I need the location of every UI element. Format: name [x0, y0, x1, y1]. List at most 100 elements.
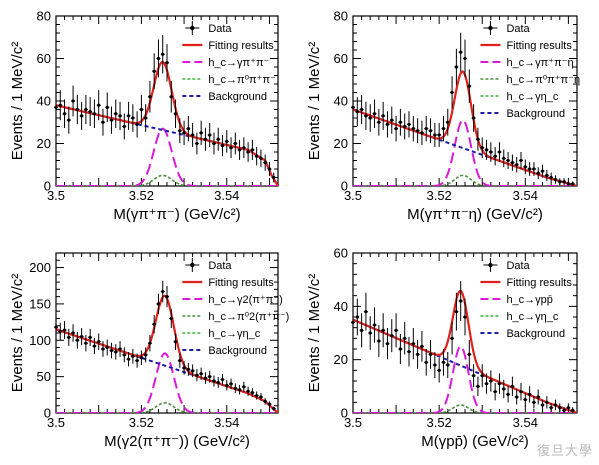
data-point [450, 76, 455, 109]
data-point [471, 104, 476, 132]
marker [199, 372, 203, 376]
marker [58, 329, 62, 334]
marker [407, 122, 411, 126]
data-point [467, 69, 472, 103]
marker [489, 379, 493, 383]
marker [532, 400, 536, 404]
y-tick-label: 20 [334, 136, 348, 151]
data-point [152, 53, 157, 90]
marker [152, 322, 156, 326]
marker [355, 315, 359, 319]
data-point [165, 286, 169, 308]
marker [80, 335, 84, 339]
data-point [497, 142, 502, 162]
marker [212, 141, 216, 146]
data-point [258, 149, 263, 168]
marker [246, 150, 250, 154]
data-point [109, 106, 114, 134]
marker [450, 336, 454, 340]
x-tick-label: 3.5 [47, 188, 65, 203]
data-point [368, 104, 373, 132]
data-point [258, 393, 263, 401]
y-tick-label: 100 [29, 333, 51, 348]
data-point [113, 344, 118, 360]
data-point [549, 403, 554, 413]
marker [420, 131, 424, 135]
data-point [224, 130, 229, 153]
y-tick-label: 40 [37, 94, 51, 109]
data-point [445, 108, 450, 136]
data-point [411, 115, 416, 142]
x-tick-label: 3.52 [426, 188, 451, 203]
y-tick-label: 0 [341, 179, 348, 194]
data-point [510, 376, 515, 397]
marker [364, 310, 368, 314]
x-tick-label: 3.52 [129, 415, 154, 430]
marker [67, 335, 71, 339]
marker [199, 131, 203, 135]
y-tick-label: 60 [334, 51, 348, 66]
marker [242, 146, 246, 150]
legend-marker [190, 25, 195, 31]
data-point [463, 39, 467, 78]
data-point [220, 134, 225, 157]
data-point [437, 358, 442, 383]
marker [497, 382, 502, 386]
data-point [113, 99, 118, 128]
marker [437, 133, 441, 137]
marker [118, 347, 122, 351]
marker [493, 390, 497, 394]
data-point [514, 389, 519, 405]
marker [416, 352, 420, 356]
data-point [536, 389, 541, 405]
data-series [351, 281, 575, 413]
y-tick-label: 50 [37, 369, 51, 384]
x-axis-label: M(γπ⁺π⁻) (GeV/c²) [113, 206, 240, 223]
marker [54, 105, 58, 109]
marker [385, 342, 390, 346]
data-point [432, 351, 437, 379]
marker [109, 118, 114, 122]
data-point [135, 111, 140, 138]
legend-item: Background [480, 108, 565, 120]
data-point [480, 364, 485, 388]
x-tick-label: 3.5 [344, 188, 362, 203]
data-point [271, 406, 276, 411]
data-point [441, 115, 446, 142]
marker [156, 56, 161, 61]
legend-label: Data [506, 23, 530, 35]
marker [515, 163, 519, 167]
marker [208, 375, 212, 379]
marker [54, 325, 58, 329]
marker [259, 395, 263, 399]
data-point [497, 373, 502, 394]
data-point [165, 44, 169, 82]
panel-bottom-right: 3.5 3.52 3.54 0 20 40 60 M(γpp̄) (GeV/c²) Events… [306, 246, 578, 450]
marker [263, 399, 267, 403]
data-point [557, 403, 562, 413]
data-point [523, 392, 528, 407]
legend-item: Data [185, 258, 232, 272]
data-point [381, 313, 386, 348]
marker [169, 316, 173, 321]
marker [122, 124, 126, 129]
data-point [402, 322, 407, 355]
marker [411, 342, 415, 346]
data-point [83, 334, 88, 352]
data-series [54, 35, 276, 183]
marker [454, 65, 458, 69]
marker [88, 335, 92, 339]
marker [126, 357, 131, 361]
marker [360, 328, 364, 332]
data-point [458, 281, 463, 321]
marker [272, 407, 276, 411]
data-point [536, 167, 541, 180]
x-tick-label: 3.54 [214, 188, 239, 203]
legend-label: Background [506, 328, 565, 340]
data-point [376, 108, 381, 136]
data-point [118, 101, 123, 130]
marker [62, 112, 67, 116]
marker [355, 110, 359, 114]
legend-label: h_c→γη_c [208, 328, 260, 340]
legend-label: h_c→γ2(π⁺π⁻) [208, 294, 282, 306]
